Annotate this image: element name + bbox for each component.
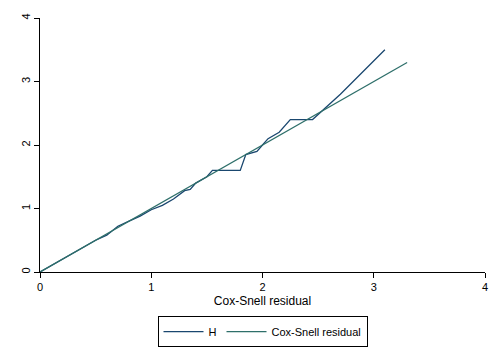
svg-text:4: 4 <box>482 281 488 293</box>
svg-text:3: 3 <box>20 77 32 83</box>
svg-text:2: 2 <box>259 281 265 293</box>
svg-text:1: 1 <box>20 204 32 210</box>
svg-text:1: 1 <box>148 281 154 293</box>
svg-text:H: H <box>209 326 217 338</box>
svg-text:Cox-Snell residual: Cox-Snell residual <box>272 326 361 338</box>
svg-text:Cox-Snell residual: Cox-Snell residual <box>214 294 311 308</box>
svg-text:2: 2 <box>20 140 32 146</box>
svg-text:3: 3 <box>371 281 377 293</box>
svg-text:0: 0 <box>20 267 32 273</box>
svg-text:4: 4 <box>20 13 32 19</box>
svg-text:0: 0 <box>37 281 43 293</box>
